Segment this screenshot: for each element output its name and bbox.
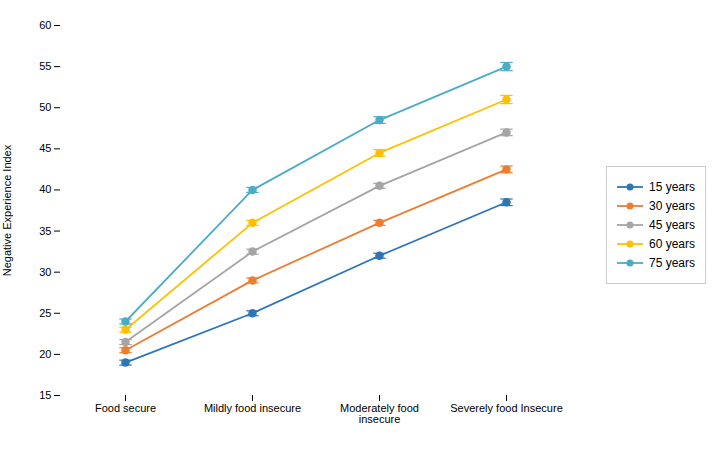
svg-text:35: 35 <box>39 225 51 237</box>
svg-text:30: 30 <box>39 266 51 278</box>
svg-text:Moderately foodinsecure: Moderately foodinsecure <box>340 402 419 425</box>
svg-text:55: 55 <box>39 60 51 72</box>
svg-text:15: 15 <box>39 389 51 401</box>
svg-text:50: 50 <box>39 101 51 113</box>
svg-text:Severely food Insecure: Severely food Insecure <box>450 402 563 414</box>
html-text:15 years: 15 years <box>649 180 695 194</box>
svg-text:Food secure: Food secure <box>95 402 156 414</box>
html-text:45 years: 45 years <box>649 218 695 232</box>
svg-text:Mildly food insecure: Mildly food insecure <box>204 402 301 414</box>
html-text:60 years: 60 years <box>649 237 695 251</box>
svg-text:20: 20 <box>39 348 51 360</box>
svg-text:25: 25 <box>39 307 51 319</box>
html-text:30 years: 30 years <box>649 199 695 213</box>
svg-text:40: 40 <box>39 183 51 195</box>
svg-text:45: 45 <box>39 142 51 154</box>
html-text:75 years: 75 years <box>649 256 695 270</box>
svg-text:60: 60 <box>39 19 51 31</box>
svg-text:Negative Experience Index: Negative Experience Index <box>1 144 13 276</box>
